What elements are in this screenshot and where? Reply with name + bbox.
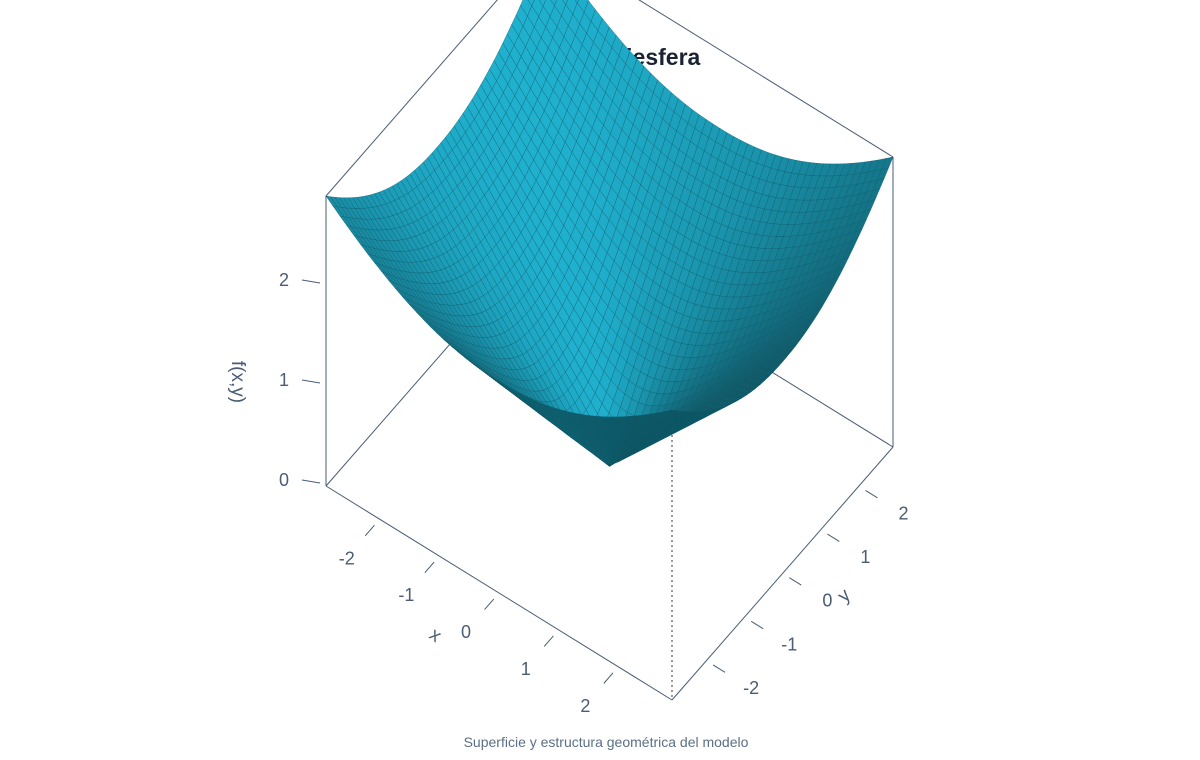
y-tick-label: 2 (899, 504, 909, 524)
axes: -2 -1 0 1 2 -2 -1 0 1 2 0 1 2 (279, 270, 909, 716)
x-tick-label: 0 (461, 622, 471, 642)
z-tick-label: 0 (279, 470, 289, 490)
x-tick (543, 635, 554, 647)
box-front-edges (325, 446, 894, 701)
x-tick (484, 598, 495, 610)
x-tick-label: 1 (521, 659, 531, 679)
z-tick (301, 479, 321, 484)
y-tick-label: 0 (822, 591, 832, 611)
y-tick (750, 620, 764, 630)
surface-facet (665, 409, 677, 413)
z-tick (301, 379, 321, 384)
z-tick-label: 2 (279, 270, 289, 290)
y-tick (865, 490, 878, 499)
box-top-edge (638, 0, 894, 158)
surface-mesh (325, 0, 894, 468)
y-axis-label: y (834, 585, 855, 607)
x-axis-label: x (425, 624, 445, 647)
y-tick (712, 664, 726, 673)
box-bottom-front-edge (671, 446, 894, 701)
x-tick-label: -2 (339, 548, 355, 568)
x-tick-label: -1 (398, 585, 414, 605)
y-tick-label: 1 (860, 547, 870, 567)
z-tick-label: 1 (279, 370, 289, 390)
x-tick (424, 561, 435, 574)
x-tick (364, 524, 375, 537)
y-tick (789, 577, 802, 586)
z-tick (301, 279, 321, 284)
chart-caption: Superficie y estructura geométrica del m… (463, 734, 749, 750)
box-top-edge (325, 0, 498, 197)
z-axis-label: f(x,y) (227, 361, 248, 403)
x-tick-label: 2 (580, 696, 590, 716)
x-tick (603, 672, 614, 684)
y-tick (827, 533, 840, 542)
box-bottom-front-edge (325, 485, 673, 701)
y-tick-label: -2 (743, 678, 759, 698)
y-tick-label: -1 (781, 634, 797, 654)
